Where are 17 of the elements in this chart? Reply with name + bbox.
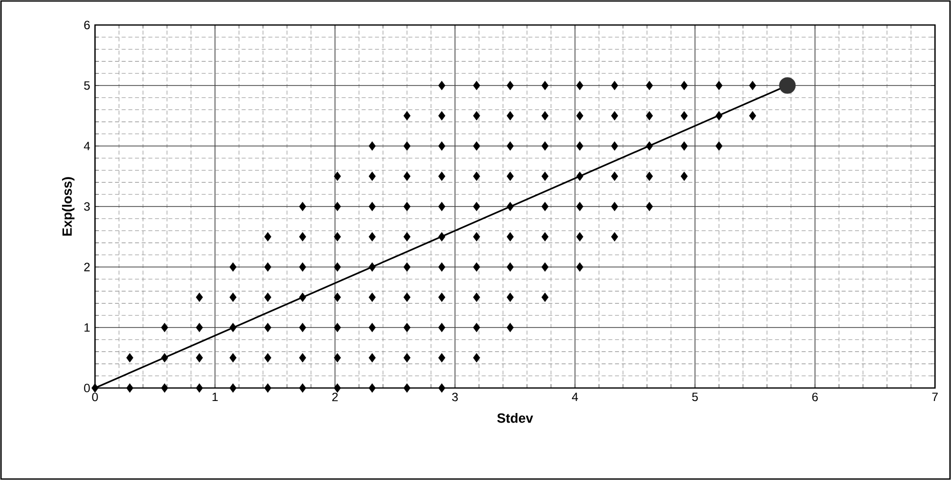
x-tick-label: 1 [212,392,218,401]
y-tick-label: 2 [84,262,90,272]
x-tick-label: 4 [572,392,578,401]
x-tick-label: 7 [932,392,938,401]
y-tick-label: 1 [84,323,90,332]
x-axis-title: Stdev [497,413,534,423]
x-tick-label: 0 [92,392,98,402]
x-tick-label: 2 [332,392,338,402]
y-tick-label: 3 [84,202,90,211]
x-tick-label: 5 [692,392,698,402]
x-tick-label: 3 [452,392,458,402]
y-tick-label: 6 [84,20,90,30]
y-axis-title: Exp(loss) [62,177,74,236]
y-tick-label: 0 [84,384,90,392]
x-tick-label: 6 [812,392,818,402]
y-tick-label: 4 [84,142,90,150]
y-tick-label: 5 [84,81,90,90]
